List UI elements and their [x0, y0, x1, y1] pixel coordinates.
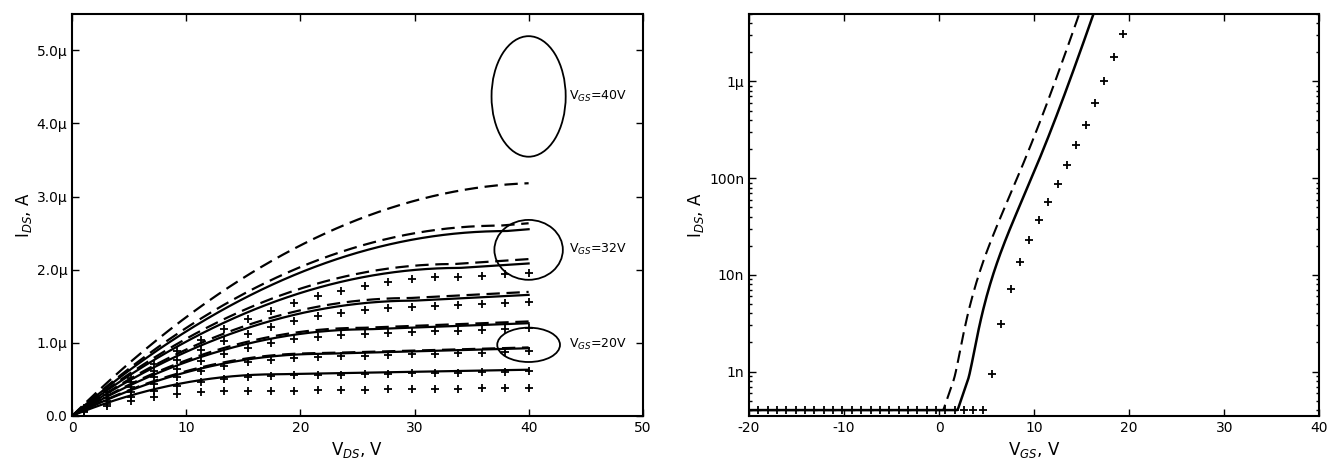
X-axis label: V$_{GS}$, V: V$_{GS}$, V: [1008, 440, 1060, 460]
Text: V$_{GS}$=40V: V$_{GS}$=40V: [569, 89, 627, 104]
Text: V$_{GS}$=20V: V$_{GS}$=20V: [569, 337, 627, 352]
Text: V$_{GS}$=32V: V$_{GS}$=32V: [569, 242, 627, 257]
Y-axis label: I$_{DS}$, A: I$_{DS}$, A: [13, 192, 34, 237]
X-axis label: V$_{DS}$, V: V$_{DS}$, V: [331, 440, 384, 460]
Y-axis label: I$_{DS}$, A: I$_{DS}$, A: [686, 192, 706, 237]
